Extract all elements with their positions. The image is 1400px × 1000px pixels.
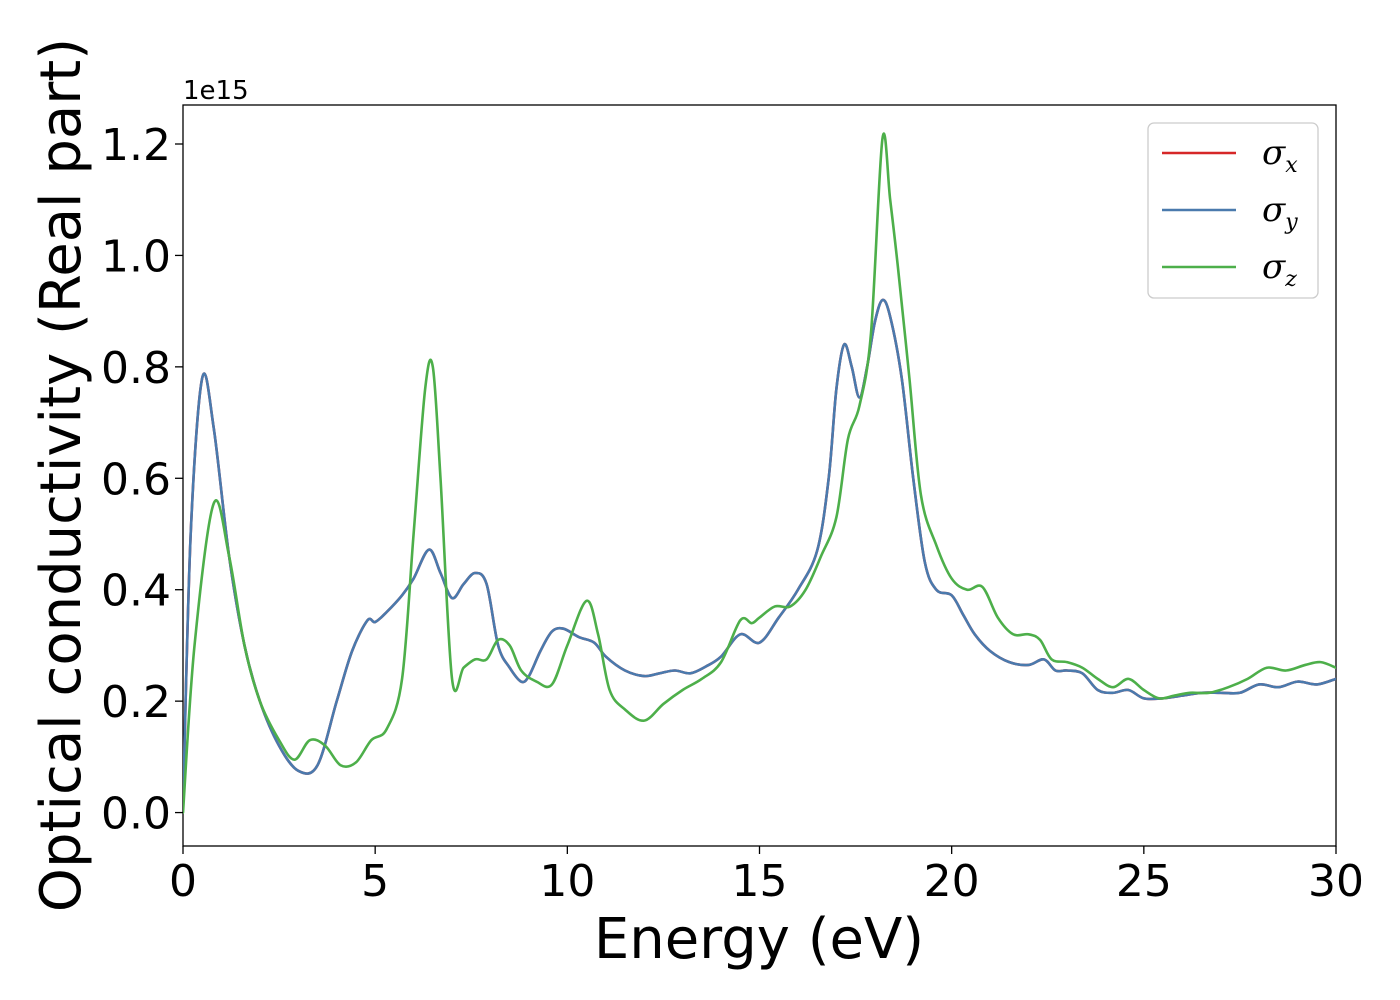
series-line-sigma-z xyxy=(183,132,1336,814)
legend-label-sigma-z: σz xyxy=(1262,247,1297,292)
x-axis-ticks: 0 5 10 15 20 25 30 xyxy=(169,846,1364,907)
x-tick-label: 10 xyxy=(539,856,595,907)
y-axis-label: Optical conductivity (Real part) xyxy=(29,38,94,912)
legend-subscript: y xyxy=(1284,210,1298,235)
series-line-sigma-y xyxy=(183,298,1336,809)
y-tick-label: 0.4 xyxy=(101,566,171,617)
x-tick-label: 20 xyxy=(924,856,980,907)
x-tick-label: 25 xyxy=(1116,856,1172,907)
legend-symbol: σ xyxy=(1262,190,1286,230)
legend-symbol: σ xyxy=(1262,247,1286,287)
series-line-sigma-x xyxy=(183,298,1336,809)
x-axis-label: Energy (eV) xyxy=(594,907,924,972)
y-tick-label: 1.0 xyxy=(101,231,171,282)
legend-subscript: z xyxy=(1284,267,1297,292)
y-tick-label: 1.2 xyxy=(101,120,171,171)
y-tick-label: 0.0 xyxy=(101,789,171,840)
y-tick-label: 0.6 xyxy=(101,454,171,505)
y-tick-label: 0.2 xyxy=(101,677,171,728)
legend-subscript: x xyxy=(1285,153,1298,178)
x-tick-label: 30 xyxy=(1308,856,1364,907)
y-tick-label: 0.8 xyxy=(101,343,171,394)
series-layer xyxy=(183,132,1336,814)
x-tick-label: 5 xyxy=(361,856,389,907)
legend-label-sigma-x: σx xyxy=(1262,133,1298,178)
legend-symbol: σ xyxy=(1262,133,1286,173)
x-tick-label: 0 xyxy=(169,856,197,907)
y-axis-ticks: 0.0 0.2 0.4 0.6 0.8 1.0 1.2 xyxy=(101,120,183,840)
legend-label-sigma-y: σy xyxy=(1262,190,1298,235)
y-axis-offset-label: 1e15 xyxy=(183,76,249,106)
x-tick-label: 15 xyxy=(732,856,788,907)
